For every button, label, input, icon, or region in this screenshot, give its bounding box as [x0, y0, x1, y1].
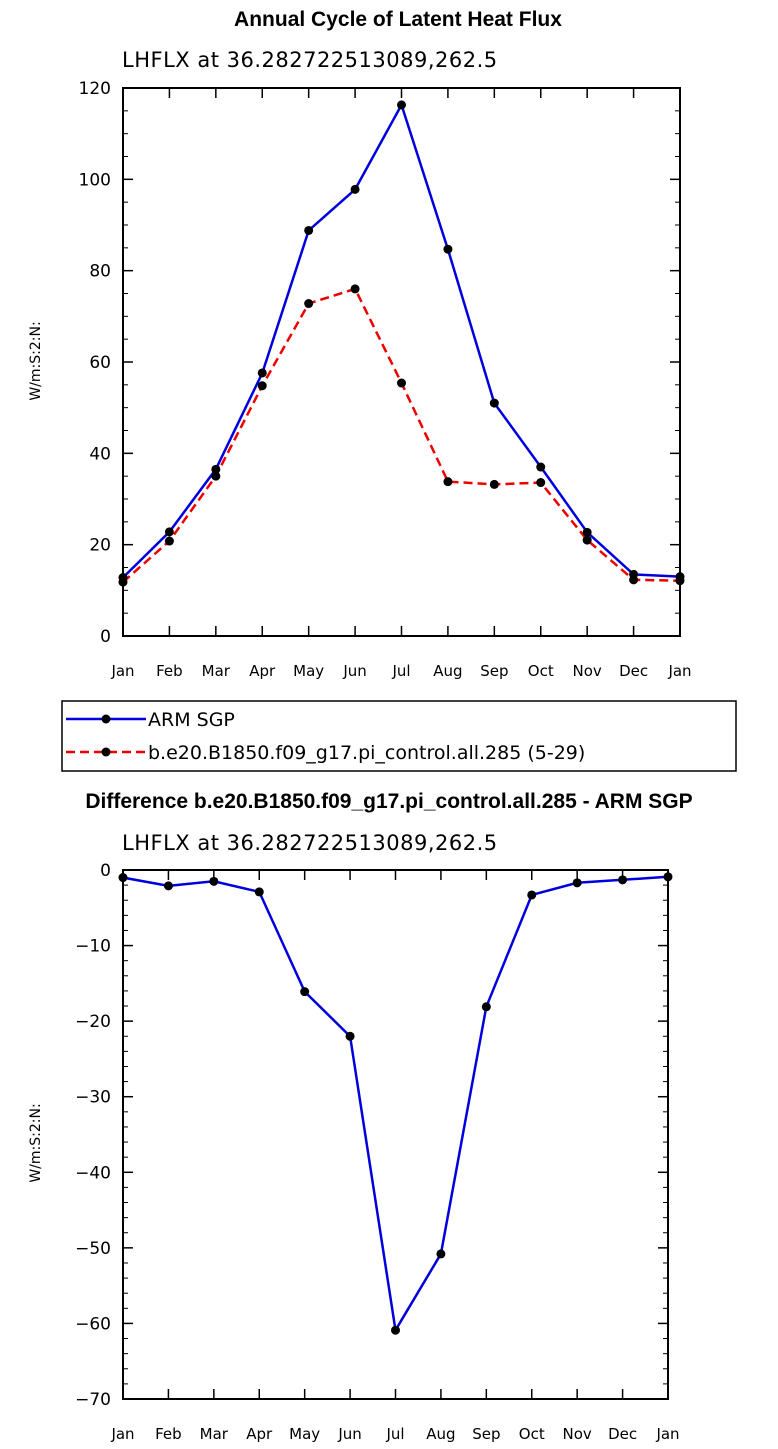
chart2-series-1-point: [118, 873, 128, 883]
chart2-xtick-label: Nov: [563, 1425, 592, 1443]
chart1-series-1-point: [304, 225, 314, 235]
chart2-series-1-point: [254, 887, 264, 897]
chart2-ytick-label: −60: [75, 1314, 111, 1334]
chart1-ytick-label: 0: [100, 627, 111, 647]
chart1-series-1-point: [489, 398, 499, 408]
chart1-title: Annual Cycle of Latent Heat Flux: [234, 8, 562, 31]
chart2-xtick-label: Dec: [608, 1425, 637, 1443]
chart2-xtick-label: Apr: [246, 1425, 273, 1443]
chart1-ytick-label: 80: [89, 262, 111, 282]
chart2-ytick-label: −10: [75, 937, 111, 957]
chart1-series-1-point: [164, 527, 174, 537]
chart2-series-1-point: [436, 1249, 446, 1259]
chart1-series-2-point: [629, 575, 639, 585]
chart1-xtick-label: May: [293, 662, 324, 680]
legend-label-series-1: ARM SGP: [148, 709, 235, 731]
legend-marker-series-2: [101, 747, 111, 757]
chart1-series-2-point: [443, 477, 453, 487]
chart1-series-2-point: [164, 536, 174, 546]
chart1-xtick-label: Apr: [249, 662, 276, 680]
chart1-series-line-1: [122, 101, 681, 579]
chart1-series-2-point: [582, 535, 592, 545]
chart1-series-2-point: [211, 471, 221, 481]
chart2-series-1-point: [391, 1325, 400, 1335]
chart1-series-2-point: [397, 378, 406, 388]
chart2-series-1-point: [663, 872, 673, 882]
chart1-ytick-label: 40: [89, 444, 111, 464]
chart1-series-2-point: [536, 478, 546, 488]
chart1-series-2-point: [257, 381, 267, 391]
chart2-ytick-label: −30: [75, 1088, 111, 1108]
chart1-series-1-point: [582, 527, 592, 537]
chart2-plot-area: −70 −60 −50 −40 −30 −20 −10 0 Jan Feb Mar Apr May Jun…: [75, 861, 679, 1443]
chart2-xtick-label: Jul: [385, 1425, 404, 1443]
chart1-xtick-label: Jul: [391, 662, 410, 680]
chart1-ytick-label: 20: [89, 536, 111, 556]
chart1-y-axis-label: W/m:S:2:N:: [28, 321, 44, 400]
chart1-plot-area: 0 20 40 60 80 100 120 Jan Feb Mar Apr May Jun Jul Aug S…: [79, 79, 692, 680]
chart2-series-1-point: [209, 876, 219, 886]
chart2-xtick-label: Oct: [519, 1425, 545, 1443]
chart1-ytick-label: 120: [79, 79, 111, 99]
chart2-xtick-label: Jun: [337, 1425, 361, 1443]
chart1-series-2-point: [304, 299, 314, 309]
chart1-frame: [122, 87, 681, 637]
chart1-xtick-label: Feb: [156, 662, 183, 680]
chart2-ytick-label: −20: [75, 1012, 111, 1032]
chart1-xtick-label: Dec: [619, 662, 648, 680]
chart2-y-axis-label: W/m:S:2:N:: [28, 1103, 44, 1182]
chart1-series-1-point: [397, 100, 406, 110]
chart2-series-line-1: [122, 875, 669, 1334]
chart2-xtick-label: Sep: [472, 1425, 500, 1443]
chart2-xtick-label: Aug: [426, 1425, 455, 1443]
chart2-ytick-label: −70: [75, 1390, 111, 1410]
chart1-ytick-label: 60: [89, 353, 111, 373]
chart1-series-1-point: [211, 464, 221, 474]
chart2-series-1-point: [481, 1002, 491, 1012]
chart1-xtick-label: Jun: [342, 662, 366, 680]
chart2-series-1-point: [527, 890, 537, 900]
chart1-series-1-point: [536, 462, 546, 472]
chart1-xtick-label: Oct: [528, 662, 554, 680]
legend-box: [61, 700, 737, 772]
chart2-ytick-label: −50: [75, 1239, 111, 1259]
chart2-series-1-point: [163, 881, 173, 891]
chart1-series-2-point: [675, 576, 685, 586]
chart1-series-1-point: [350, 184, 360, 194]
chart1-series-2-point: [489, 479, 499, 489]
chart1-ytick-label: 100: [79, 170, 111, 190]
legend-label-series-2: b.e20.B1850.f09_g17.pi_control.all.285 (…: [148, 742, 585, 764]
chart2-frame: [122, 869, 669, 1400]
chart1-xtick-label: Nov: [573, 662, 602, 680]
chart1-legend: ARM SGP b.e20.B1850.f09_g17.pi_control.a…: [61, 700, 737, 772]
chart1-series-1-point: [443, 244, 453, 254]
chart2-series-1-point: [572, 878, 582, 888]
chart2-xtick-label: Jan: [655, 1425, 679, 1443]
chart2-series-1-point: [618, 875, 628, 885]
chart2-ytick-label: 0: [100, 861, 111, 881]
chart1-xtick-label: Jan: [667, 662, 691, 680]
chart1-series-2-point: [118, 577, 128, 587]
chart2-xtick-label: Mar: [200, 1425, 229, 1443]
chart1-series-line-2: [122, 287, 681, 584]
chart2-xtick-label: Feb: [155, 1425, 182, 1443]
chart2-xtick-label: May: [289, 1425, 320, 1443]
chart1-xtick-label: Jan: [110, 662, 134, 680]
chart2-ytick-label: −40: [75, 1163, 111, 1183]
chart1-subtitle: LHFLX at 36.282722513089,262.5: [122, 48, 498, 72]
legend-marker-series-1: [101, 714, 111, 724]
chart1-series-2-point: [350, 284, 360, 294]
chart2-xtick-label: Jan: [110, 1425, 134, 1443]
chart2-subtitle: LHFLX at 36.282722513089,262.5: [122, 831, 498, 855]
chart1-series-1-point: [257, 368, 267, 378]
chart2-series-1-point: [345, 1031, 355, 1041]
chart2-title: Difference b.e20.B1850.f09_g17.pi_contro…: [85, 790, 692, 813]
chart1-xtick-label: Sep: [480, 662, 508, 680]
chart2-series-1-point: [300, 987, 310, 997]
chart1-xtick-label: Aug: [433, 662, 462, 680]
chart1-xtick-label: Mar: [202, 662, 231, 680]
